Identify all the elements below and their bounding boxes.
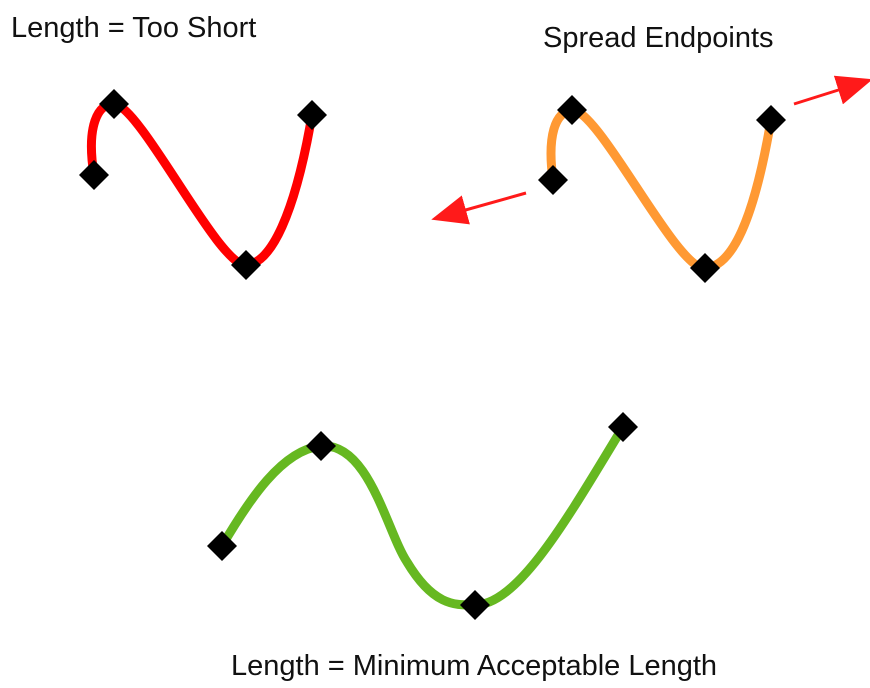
control-point-marker [538, 165, 568, 195]
minimum-acceptable-length-curve [217, 422, 628, 610]
too-short-label: Length = Too Short [11, 12, 257, 44]
control-point-marker [297, 100, 327, 130]
minimum-length-control-points [207, 412, 638, 620]
right-spread-arrow [793, 75, 870, 106]
control-point-marker [306, 431, 336, 461]
control-point-marker [690, 253, 720, 283]
control-point-marker [231, 250, 261, 280]
spread-endpoints-label: Spread Endpoints [543, 22, 774, 54]
control-point-marker [207, 531, 237, 561]
minimum-length-label: Length = Minimum Acceptable Length [231, 650, 718, 682]
control-point-marker [79, 160, 109, 190]
control-point-marker [756, 105, 786, 135]
left-spread-arrow [431, 191, 527, 225]
control-point-marker [608, 412, 638, 442]
spread-endpoints-curve [546, 105, 776, 273]
control-point-marker [460, 590, 490, 620]
control-point-marker [557, 95, 587, 125]
too-short-curve [86, 99, 317, 270]
too-short-control-points [79, 89, 327, 280]
control-point-marker [99, 89, 129, 119]
spread-endpoints-control-points [538, 95, 786, 283]
